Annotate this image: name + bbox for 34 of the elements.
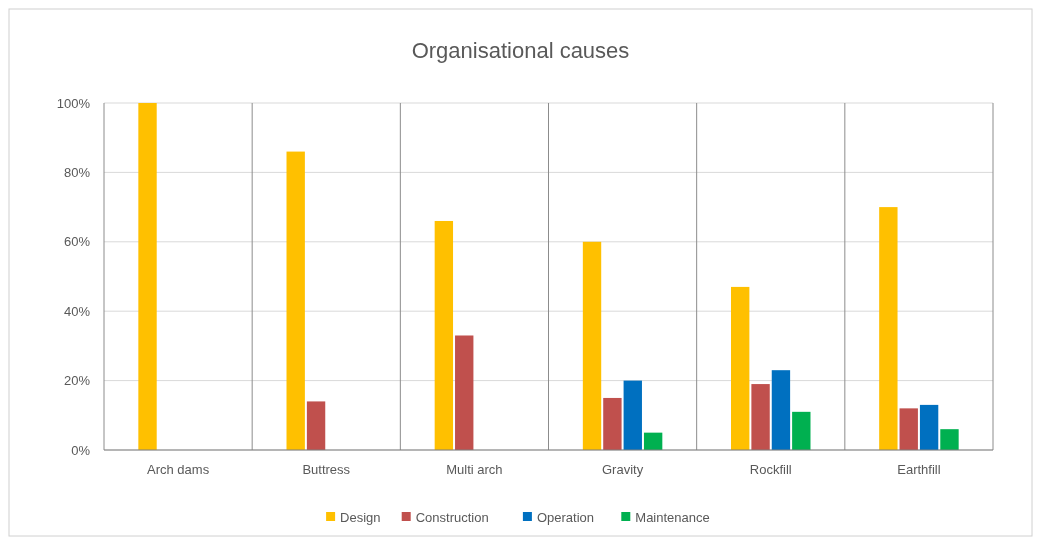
- bar: [940, 429, 959, 450]
- y-tick-label: 20%: [63, 373, 91, 389]
- bar: [455, 335, 474, 450]
- bar: [306, 401, 326, 450]
- bar: [771, 370, 791, 450]
- bar: [899, 408, 918, 450]
- bar: [792, 411, 811, 450]
- bar: [731, 286, 750, 450]
- bar: [751, 384, 770, 450]
- y-tick-label: 60%: [63, 234, 91, 250]
- y-tick-label: 0%: [71, 442, 91, 458]
- bar: [603, 397, 622, 450]
- bar: [138, 103, 157, 450]
- legend-label: Construction: [415, 509, 489, 525]
- y-tick-label: 100%: [56, 95, 91, 111]
- chart-title: Organisational causes: [411, 38, 630, 63]
- legend-label: Operation: [536, 509, 594, 525]
- bar: [919, 404, 939, 450]
- bar: [623, 380, 642, 450]
- bar: [286, 151, 305, 450]
- y-tick-label: 40%: [63, 303, 91, 319]
- bar: [643, 432, 663, 450]
- y-tick-label: 80%: [63, 164, 91, 180]
- x-tick-label: Gravity: [602, 462, 644, 477]
- legend-label: Maintenance: [635, 509, 710, 525]
- x-tick-label: Buttress: [302, 462, 351, 477]
- bar: [879, 207, 898, 450]
- x-tick-label: Rockfill: [749, 462, 792, 477]
- bar: [434, 220, 454, 450]
- x-tick-label: Earthfill: [897, 462, 941, 477]
- bar: [582, 241, 602, 450]
- legend-label: Design: [340, 509, 381, 525]
- x-tick-label: Arch dams: [147, 462, 210, 477]
- x-tick-label: Multi arch: [446, 462, 503, 477]
